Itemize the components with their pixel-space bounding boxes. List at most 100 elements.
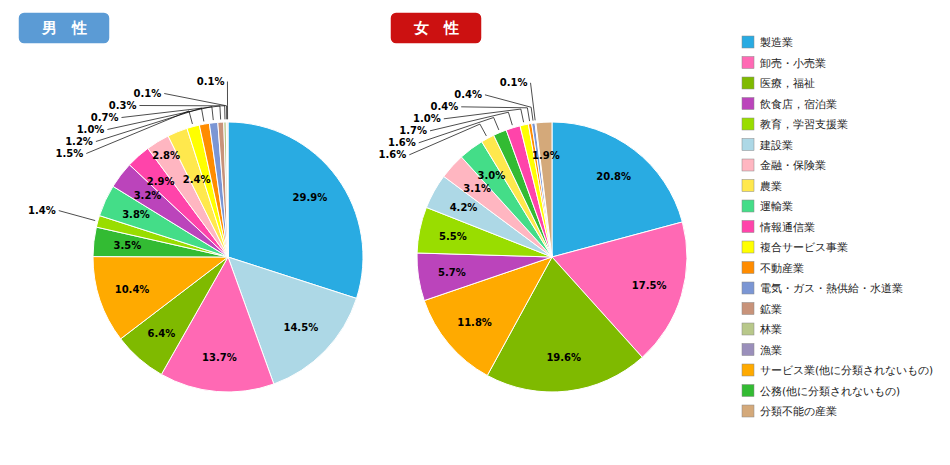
legend-item: 製造業: [742, 36, 793, 48]
legend-label: サービス業(他に分類されないもの): [760, 364, 933, 376]
data-label: 1.2%: [65, 136, 93, 147]
legend-label: 卸売・小売業: [760, 57, 826, 69]
pie: 20.8%17.5%19.6%11.8%5.7%5.5%4.2%3.1%3.0%…: [379, 12, 687, 392]
legend-label: 複合サービス事業: [760, 241, 848, 253]
data-labels: 29.9%14.5%13.7%6.4%10.4%3.5%3.8%3.2%2.9%…: [28, 76, 327, 363]
data-label: 3.2%: [134, 190, 162, 201]
legend-swatch: [742, 139, 754, 151]
slice: [224, 122, 228, 257]
legend-item: 建設業: [742, 139, 793, 151]
slice: [226, 122, 228, 257]
legend-item: 不動産業: [742, 262, 804, 274]
legend-item: 電気・ガス・熱供給・水道業: [742, 282, 903, 294]
legend-label: 分類不能の産業: [760, 405, 837, 417]
title: 女 性: [413, 19, 459, 37]
legend-label: 製造業: [760, 36, 793, 48]
data-label: 1.9%: [532, 150, 560, 161]
slice: [417, 253, 552, 301]
legend-label: 林業: [759, 323, 782, 335]
legend-item: 飲食店，宿泊業: [742, 98, 837, 110]
data-label: 0.1%: [500, 77, 528, 88]
legend: 製造業卸売・小売業医療，福祉飲食店，宿泊業教育，学習支援業建設業金融・保険業農業…: [742, 36, 933, 417]
data-label: 2.8%: [152, 150, 180, 161]
legend-swatch: [742, 282, 754, 294]
leader-line: [59, 211, 95, 221]
legend-item: 農業: [742, 180, 782, 192]
slice: [535, 123, 552, 257]
legend-label: 教育，学習支援業: [760, 118, 848, 130]
data-label: 2.4%: [183, 174, 211, 185]
leader-lines: [59, 82, 228, 221]
legend-swatch: [742, 118, 754, 130]
legend-label: 鉱業: [760, 303, 782, 315]
data-label: 0.4%: [454, 89, 482, 100]
legend-item: 医療，福祉: [742, 77, 815, 89]
legend-swatch: [742, 159, 754, 171]
legend-label: 運輸業: [760, 200, 793, 212]
data-label: 0.7%: [91, 112, 119, 123]
legend-swatch: [742, 241, 754, 253]
legend-item: 運輸業: [742, 200, 793, 212]
legend-item: 公務(他に分類されないもの): [742, 385, 900, 397]
legend-swatch: [742, 180, 754, 192]
data-label: 2.9%: [147, 176, 175, 187]
legend-label: 不動産業: [760, 262, 804, 274]
legend-swatch: [742, 364, 754, 376]
legend-swatch: [742, 36, 754, 48]
data-label: 14.5%: [283, 322, 318, 333]
legend-label: 医療，福祉: [760, 77, 815, 89]
data-label: 10.4%: [115, 284, 150, 295]
legend-swatch: [742, 262, 754, 274]
legend-label: 金融・保険業: [760, 159, 826, 171]
slices: [417, 122, 687, 392]
legend-label: 電気・ガス・熱供給・水道業: [760, 282, 903, 294]
data-label: 6.4%: [148, 328, 176, 339]
legend-swatch: [742, 221, 754, 233]
title-box: 女 性: [390, 12, 482, 44]
data-label: 0.1%: [197, 76, 225, 87]
data-label: 5.7%: [438, 267, 466, 278]
data-label: 1.5%: [56, 148, 84, 159]
legend-label: 公務(他に分類されないもの): [760, 385, 900, 397]
legend-item: 卸売・小売業: [742, 57, 826, 69]
leader-line: [227, 82, 228, 120]
legend-item: 漁業: [742, 344, 782, 356]
data-label: 3.8%: [122, 209, 150, 220]
legend-item: 鉱業: [742, 303, 782, 315]
legend-item: 情報通信業: [742, 221, 815, 233]
legend-item: 林業: [742, 323, 782, 335]
slices: [93, 122, 363, 392]
pie: 29.9%14.5%13.7%6.4%10.4%3.5%3.8%3.2%2.9%…: [18, 12, 363, 392]
legend-swatch: [742, 77, 754, 89]
data-label: 0.4%: [430, 101, 458, 112]
data-label: 11.8%: [457, 317, 492, 328]
data-label: 1.6%: [379, 149, 407, 160]
legend-item: 金融・保険業: [742, 159, 826, 171]
data-label: 1.0%: [413, 113, 441, 124]
legend-label: 飲食店，宿泊業: [760, 98, 837, 110]
data-label: 1.4%: [28, 205, 56, 216]
title-background: [390, 12, 482, 44]
legend-item: 教育，学習支援業: [742, 118, 848, 130]
legend-label: 建設業: [759, 139, 793, 151]
chart: 29.9%14.5%13.7%6.4%10.4%3.5%3.8%3.2%2.9%…: [0, 0, 950, 465]
title-background: [18, 12, 110, 44]
data-label: 3.5%: [114, 240, 142, 251]
data-label: 1.6%: [388, 137, 416, 148]
legend-swatch: [742, 385, 754, 397]
legend-item: 複合サービス事業: [742, 241, 848, 253]
leader-lines: [409, 83, 535, 155]
slice: [536, 122, 552, 257]
legend-item: サービス業(他に分類されないもの): [742, 364, 933, 376]
data-label: 13.7%: [202, 352, 237, 363]
data-label: 3.1%: [463, 183, 491, 194]
data-label: 1.0%: [77, 124, 105, 135]
legend-swatch: [742, 405, 754, 417]
legend-item: 分類不能の産業: [742, 405, 837, 417]
slice: [227, 122, 229, 257]
data-label: 0.3%: [109, 100, 137, 111]
title-box: 男 性: [18, 12, 110, 44]
legend-label: 漁業: [760, 344, 782, 356]
data-label: 3.0%: [478, 170, 506, 181]
data-label: 5.5%: [439, 231, 467, 242]
